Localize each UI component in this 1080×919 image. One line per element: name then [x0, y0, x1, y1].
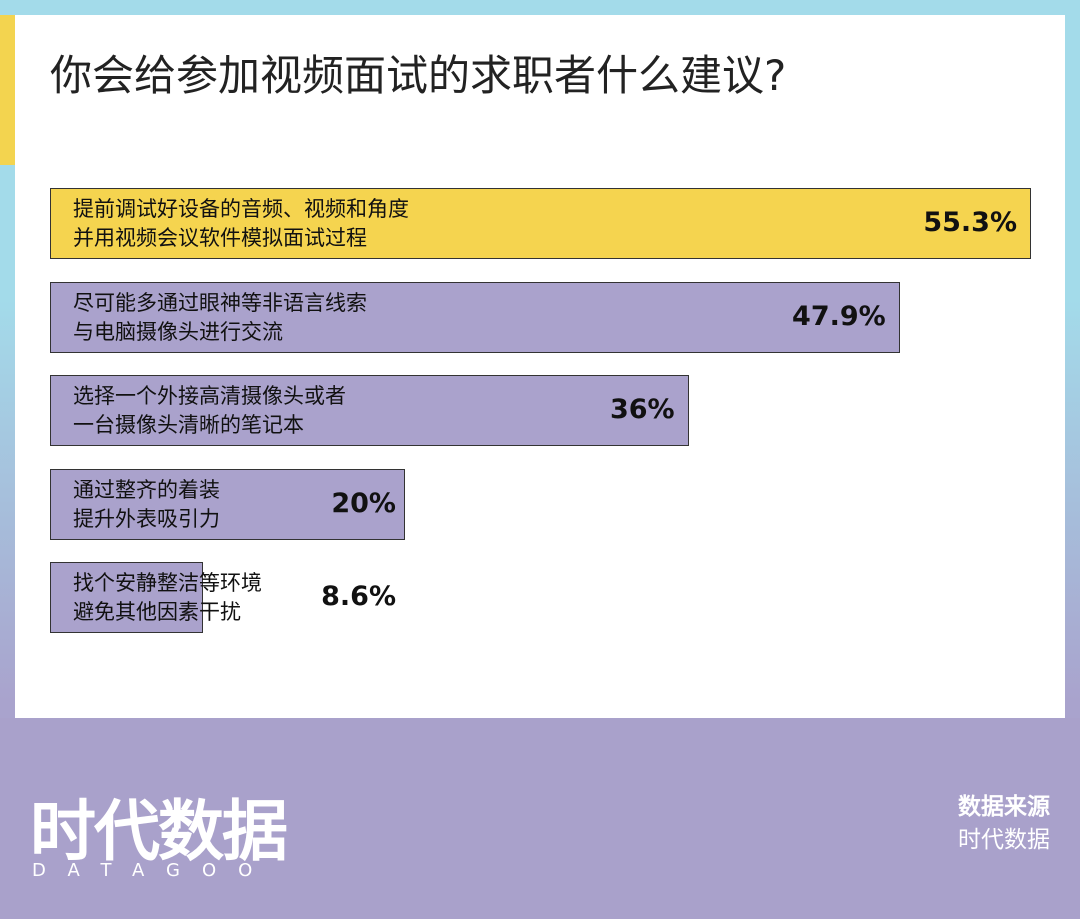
- value-label: 8.6%: [321, 581, 396, 612]
- category-label: 提前调试好设备的音频、视频和角度 并用视频会议软件模拟面试过程: [73, 197, 409, 250]
- bar: [50, 468, 405, 540]
- category-label: 尽可能多通过眼神等非语言线索 与电脑摄像头进行交流: [73, 290, 367, 344]
- bar: [50, 281, 900, 353]
- source-label: 数据来源: [958, 794, 1050, 820]
- bar: [50, 375, 689, 446]
- category-label: 通过整齐的着装 提升外表吸引力: [73, 477, 220, 531]
- bar: [50, 188, 1031, 259]
- value-label: 36%: [609, 394, 675, 425]
- logo-sub: DATAGOO: [32, 860, 275, 881]
- source: 时代数据: [958, 827, 1050, 853]
- value-label: 47.9%: [792, 300, 886, 332]
- category-label: 选择一个外接高清摄像头或者 一台摄像头清晰的笔记本: [73, 384, 346, 437]
- logo: 时代数据: [30, 793, 288, 870]
- side-stripe: [0, 15, 15, 165]
- footer-band: [0, 718, 1080, 919]
- category-label: 找个安静整洁等环境 避免其他因素干扰: [73, 571, 262, 624]
- chart-title: 你会给参加视频面试的求职者什么建议?: [50, 51, 787, 100]
- bar: [50, 562, 203, 633]
- value-label: 55.3%: [923, 207, 1017, 238]
- value-label: 20%: [331, 487, 396, 519]
